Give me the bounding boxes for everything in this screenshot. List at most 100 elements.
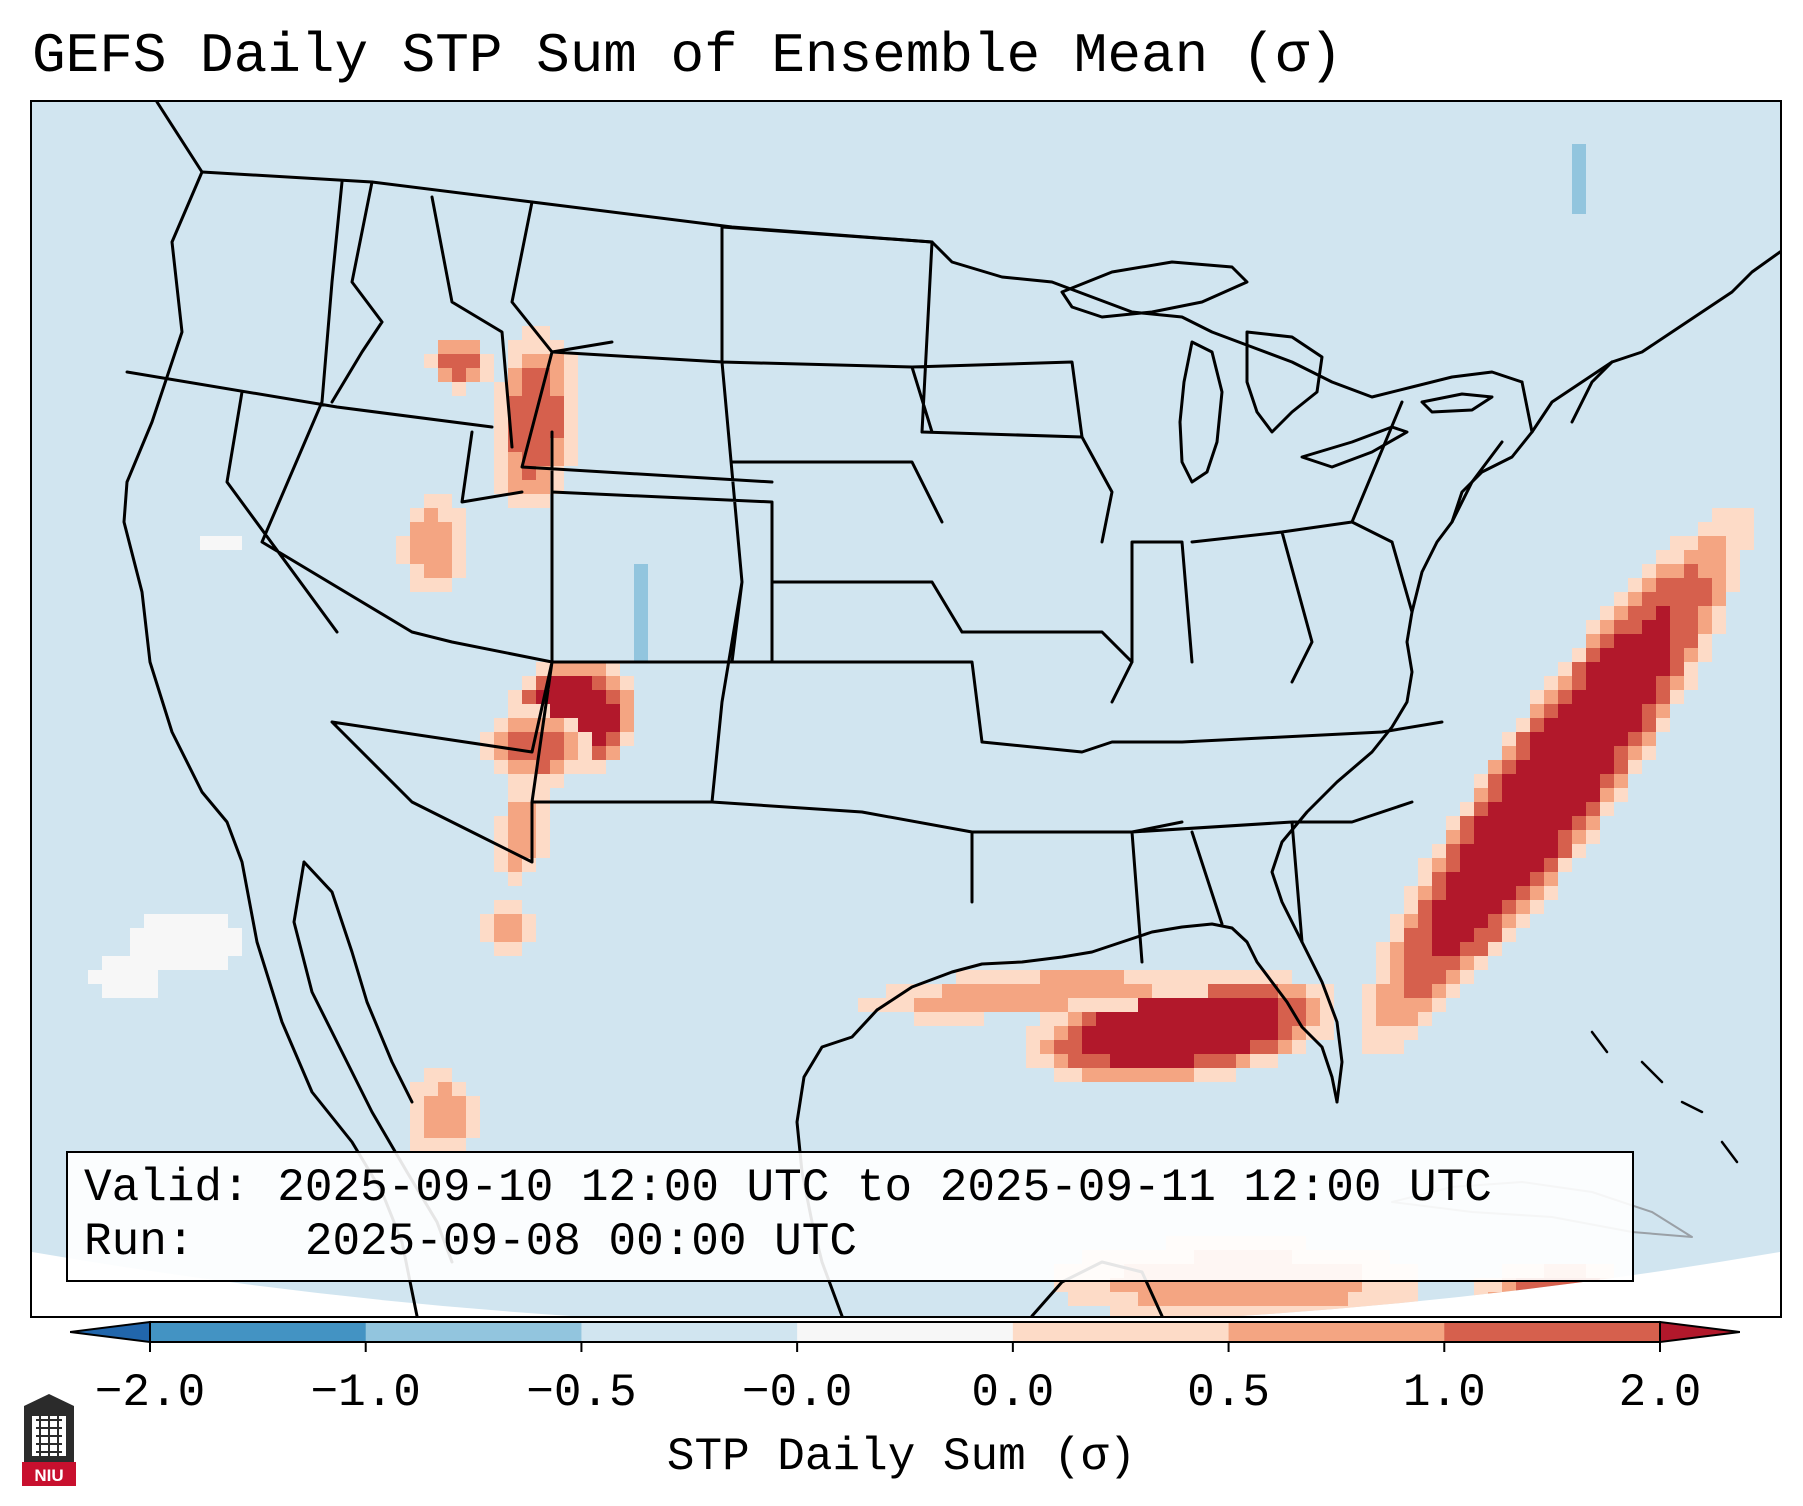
lake-superior — [1060, 260, 1249, 319]
anomaly-cell — [1614, 746, 1628, 760]
anomaly-cell — [1740, 522, 1754, 536]
anomaly-cell — [410, 1082, 424, 1096]
anomaly-cell — [1222, 1292, 1236, 1306]
anomaly-cell — [172, 956, 186, 970]
anomaly-cell — [1530, 858, 1544, 872]
anomaly-cell — [578, 718, 592, 732]
anomaly-cell — [1096, 1292, 1110, 1306]
anomaly-cell — [466, 1124, 480, 1138]
anomaly-cell — [522, 914, 536, 928]
anomaly-cell — [494, 382, 508, 396]
anomaly-cell — [564, 410, 578, 424]
anomaly-cell — [1068, 1292, 1082, 1306]
anomaly-cell — [564, 438, 578, 452]
anomaly-cell — [1138, 998, 1152, 1012]
anomaly-cell — [1516, 802, 1530, 816]
anomaly-cell — [634, 564, 648, 578]
anomaly-cell — [1026, 998, 1040, 1012]
anomaly-cell — [1236, 1012, 1250, 1026]
anomaly-cell — [1208, 1054, 1222, 1068]
anomaly-cell — [410, 536, 424, 550]
anomaly-cell — [1278, 1040, 1292, 1054]
anomaly-cell — [1446, 942, 1460, 956]
anomaly-cell — [606, 662, 620, 676]
anomaly-cell — [1656, 662, 1670, 676]
anomaly-cell — [1656, 578, 1670, 592]
anomaly-cell — [634, 592, 648, 606]
anomaly-cell — [1544, 788, 1558, 802]
anomaly-cell — [452, 536, 466, 550]
anomaly-cell — [1474, 872, 1488, 886]
anomaly-cell — [942, 1012, 956, 1026]
anomaly-cell — [1012, 984, 1026, 998]
anomaly-cell — [1180, 1306, 1194, 1316]
anomaly-cell — [116, 956, 130, 970]
anomaly-cell — [1264, 970, 1278, 984]
anomaly-cell — [550, 662, 564, 676]
anomaly-cell — [1530, 844, 1544, 858]
anomaly-cell — [1474, 942, 1488, 956]
anomaly-cell — [1558, 676, 1572, 690]
anomaly-cell — [452, 508, 466, 522]
colorbar-bin — [1228, 1322, 1445, 1342]
anomaly-cell — [438, 564, 452, 578]
anomaly-cell — [1432, 956, 1446, 970]
anomaly-cell — [1446, 984, 1460, 998]
anomaly-cell — [1614, 592, 1628, 606]
anomaly-cell — [1432, 886, 1446, 900]
lake-huron — [1245, 330, 1324, 434]
anomaly-cell — [144, 956, 158, 970]
anomaly-cell — [1628, 746, 1642, 760]
anomaly-cell — [1572, 648, 1586, 662]
anomaly-cell — [1656, 648, 1670, 662]
anomaly-cell — [1180, 1292, 1194, 1306]
anomaly-cell — [1390, 998, 1404, 1012]
anomaly-cell — [1446, 900, 1460, 914]
anomaly-cell — [522, 774, 536, 788]
anomaly-cell — [1446, 872, 1460, 886]
anomaly-cell — [130, 942, 144, 956]
anomaly-cell — [1138, 1292, 1152, 1306]
anomaly-cell — [522, 718, 536, 732]
anomaly-cluster-mild — [480, 900, 536, 956]
colorbar-tick-label: −0.0 — [741, 1367, 853, 1419]
anomaly-cell — [1460, 914, 1474, 928]
colorbar-bin — [797, 1322, 1014, 1342]
anomaly-cell — [1684, 592, 1698, 606]
anomaly-cell — [578, 676, 592, 690]
anomaly-cell — [1194, 1292, 1208, 1306]
anomaly-cell — [522, 816, 536, 830]
anomaly-cell — [1628, 732, 1642, 746]
anomaly-cell — [494, 942, 508, 956]
anomaly-cell — [1558, 690, 1572, 704]
anomaly-cell — [424, 354, 438, 368]
anomaly-cell — [1530, 830, 1544, 844]
anomaly-cell — [1586, 732, 1600, 746]
anomaly-cell — [1040, 1054, 1054, 1068]
anomaly-cell — [1082, 1054, 1096, 1068]
anomaly-cell — [1558, 858, 1572, 872]
anomaly-cell — [1082, 1292, 1096, 1306]
anomaly-cell — [1082, 1068, 1096, 1082]
anomaly-cell — [1628, 760, 1642, 774]
anomaly-cell — [1110, 1026, 1124, 1040]
anomaly-cell — [1390, 942, 1404, 956]
anomaly-cell — [1558, 760, 1572, 774]
anomaly-cell — [1502, 802, 1516, 816]
anomaly-cell — [1250, 1292, 1264, 1306]
anomaly-cell — [1250, 1306, 1264, 1316]
anomaly-cell — [424, 494, 438, 508]
anomaly-cell — [1558, 774, 1572, 788]
anomaly-cell — [1460, 830, 1474, 844]
anomaly-cell — [1026, 984, 1040, 998]
map-panel[interactable] — [30, 100, 1782, 1318]
anomaly-cell — [1278, 970, 1292, 984]
anomaly-cell — [928, 998, 942, 1012]
anomaly-cell — [508, 774, 522, 788]
anomaly-cell — [1110, 1012, 1124, 1026]
anomaly-cell — [1670, 648, 1684, 662]
anomaly-cell — [1516, 872, 1530, 886]
anomaly-cell — [1670, 620, 1684, 634]
anomaly-cell — [1320, 1012, 1334, 1026]
geography-outlines — [122, 102, 1780, 1316]
